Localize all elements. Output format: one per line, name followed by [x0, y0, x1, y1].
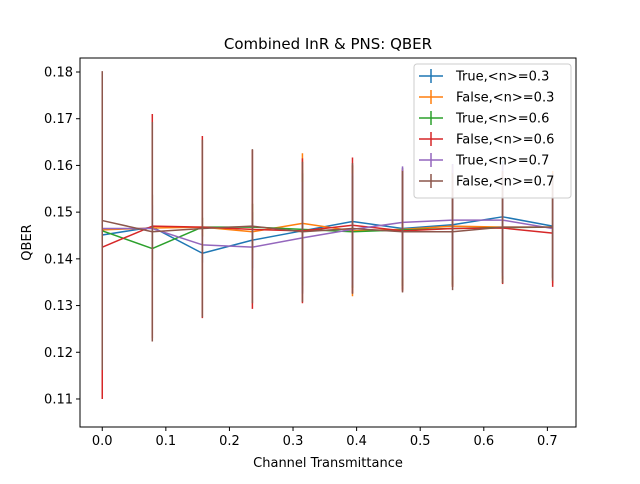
x-tick-label: 0.3: [283, 434, 304, 449]
series-line: [102, 219, 553, 248]
legend: True,<n>=0.3 False,<n>=0.3 True,<n>=0.6 Fal…: [413, 63, 572, 199]
series-line: [101, 224, 553, 248]
x-tick-label: 0.5: [410, 434, 431, 449]
x-tick-label: 0.1: [156, 434, 177, 449]
legend-label: False,<n>=0.3: [456, 91, 554, 106]
x-tick-label: 0.0: [92, 434, 113, 449]
series-line: [102, 219, 553, 233]
series-line: [102, 222, 553, 233]
y-tick-label: 0.18: [44, 66, 73, 81]
y-tick-label: 0.12: [44, 346, 73, 361]
legend-label: False,<n>=0.7: [456, 175, 554, 190]
x-tick-label: 0.7: [537, 434, 558, 449]
series-5: [101, 71, 554, 371]
y-tick-label: 0.13: [44, 299, 73, 314]
y-axis-ticks: 0.11 0.12 0.13 0.14 0.15 0.16 0.17 0.18: [44, 66, 80, 407]
y-axis-label: QBER: [20, 224, 35, 260]
x-tick-label: 0.2: [219, 434, 240, 449]
axes-frame: [79, 57, 577, 428]
x-tick-label: 0.6: [473, 434, 494, 449]
y-tick-label: 0.15: [44, 206, 73, 221]
legend-label: True,<n>=0.7: [455, 154, 549, 169]
legend-label: True,<n>=0.6: [455, 112, 549, 127]
legend-box: [413, 63, 572, 199]
x-axis-label: Channel Transmittance: [253, 456, 403, 471]
y-tick-label: 0.17: [44, 112, 73, 127]
chart-title: Combined InR & PNS: QBER: [224, 35, 432, 53]
y-tick-label: 0.14: [44, 252, 73, 267]
y-tick-label: 0.16: [44, 159, 73, 174]
y-tick-label: 0.11: [44, 392, 73, 407]
x-tick-label: 0.4: [346, 434, 367, 449]
x-axis-ticks: 0.0 0.1 0.2 0.3 0.4 0.5 0.6 0.7: [92, 427, 558, 449]
legend-label: True,<n>=0.3: [455, 70, 549, 85]
legend-label: False,<n>=0.6: [456, 133, 554, 148]
